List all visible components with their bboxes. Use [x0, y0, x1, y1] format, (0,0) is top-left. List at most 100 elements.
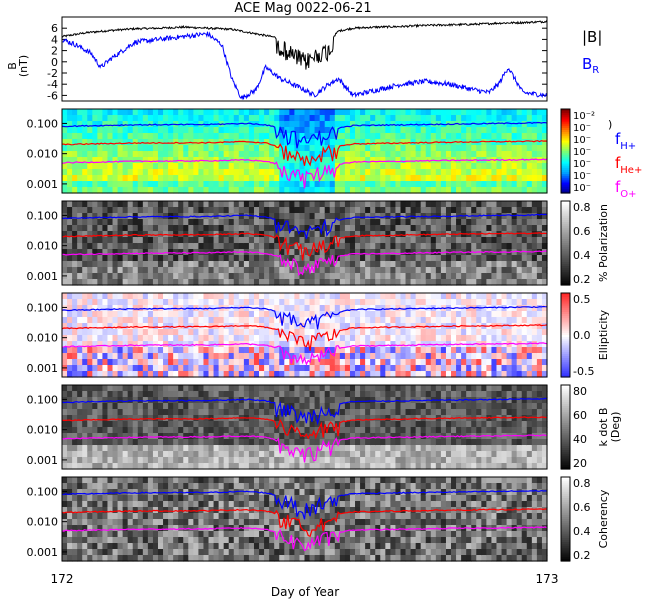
spectrogram-cell [466, 293, 472, 300]
spectrogram-cell [97, 121, 104, 128]
spectrogram-cell [67, 181, 73, 188]
spectrogram-cell [269, 353, 275, 360]
spectrogram-cell [238, 439, 245, 446]
spectrogram-cell [501, 323, 508, 330]
spectrogram-cell [314, 225, 321, 232]
spectrogram-cell [168, 201, 174, 208]
spectrogram-cell [476, 347, 482, 354]
spectrogram-cell [173, 365, 179, 372]
spectrogram-cell [102, 385, 109, 392]
spectrogram-cell [142, 163, 149, 170]
spectrogram-cell [238, 347, 245, 354]
spectrogram-cell [329, 371, 336, 378]
spectrogram-cell [360, 359, 366, 366]
spectrogram-cell [425, 261, 432, 268]
spectrogram-cell [178, 207, 184, 214]
spectrogram-cell [77, 255, 83, 262]
spectrogram-cell [243, 201, 250, 208]
spectrogram-cell [319, 243, 326, 250]
spectrogram-cell [425, 201, 432, 208]
spectrogram-cell [344, 279, 351, 286]
spectrogram-cell [188, 335, 194, 342]
spectrogram-cell [259, 175, 265, 182]
spectrogram-cell [243, 391, 250, 398]
spectrogram-cell [425, 317, 432, 324]
spectrogram-cell [284, 127, 290, 134]
colorbar-step [561, 266, 570, 269]
spectrogram-cell [334, 231, 341, 238]
spectrogram-cell [461, 299, 467, 306]
spectrogram-cell [92, 127, 98, 134]
colorbar-tick-label: 10⁻ [573, 135, 591, 146]
spectrogram-cell [360, 181, 366, 188]
spectrogram-cell [274, 359, 280, 366]
spectrogram-cell [314, 409, 321, 416]
spectrogram-cell [274, 311, 280, 318]
spectrogram-cell [122, 133, 129, 140]
spectrogram-cell [163, 353, 169, 360]
spectrogram-cell [531, 243, 538, 250]
spectrogram-cell [77, 169, 83, 176]
spectrogram-cell [142, 261, 149, 268]
spectrogram-cell [173, 109, 179, 116]
spectrogram-cell [264, 421, 270, 428]
spectrogram-cell [173, 219, 179, 226]
spectrogram-cell [72, 391, 78, 398]
spectrogram-cell [319, 329, 326, 336]
spectrogram-cell [87, 299, 93, 306]
spectrogram-cell [82, 139, 88, 146]
spectrogram-cell [466, 365, 472, 372]
spectrogram-cell [112, 415, 119, 422]
spectrogram-cell [107, 347, 114, 354]
spectrogram-cell [102, 433, 109, 440]
spectrogram-cell [157, 169, 164, 176]
spectrogram-cell [466, 175, 472, 182]
spectrogram-cell [102, 445, 109, 452]
spectrogram-cell [319, 279, 326, 286]
spectrogram-cell [82, 391, 88, 398]
spectrogram-cell [445, 109, 452, 116]
spectrogram-cell [102, 157, 109, 164]
spectrogram-cell [486, 181, 493, 188]
spectrogram-cell [147, 109, 154, 116]
spectrogram-cell [319, 219, 326, 226]
spectrogram-cell [132, 249, 139, 256]
colorbar-step [561, 353, 570, 357]
spectrogram-cell [72, 433, 78, 440]
spectrogram-cell [304, 311, 311, 318]
spectrogram-cell [213, 255, 220, 262]
spectrogram-cell [289, 299, 295, 306]
spectrogram-cell [456, 371, 462, 378]
spectrogram-cell [173, 433, 179, 440]
spectrogram-cell [440, 261, 447, 268]
colorbar-step [561, 138, 570, 142]
spectrogram-cell [486, 267, 493, 274]
spectrogram-cell [188, 261, 194, 268]
spectrogram-cell [536, 371, 543, 378]
spectrogram-cell [380, 237, 386, 244]
spectrogram-cell [228, 243, 235, 250]
spectrogram-cell [289, 397, 295, 404]
spectrogram-cell [294, 231, 301, 238]
spectrogram-cell [466, 201, 472, 208]
spectrogram-cell [375, 237, 381, 244]
spectrogram-cell [208, 353, 215, 360]
spectrogram-cell [269, 243, 275, 250]
spectrogram-cell [289, 335, 295, 342]
spectrogram-cell [208, 273, 215, 280]
gyrofrequency-line-heplus [61, 232, 548, 261]
spectrogram-cell [152, 115, 159, 122]
spectrogram-cell [476, 279, 482, 286]
spectrogram-cell [67, 341, 73, 348]
spectrogram-cell [82, 323, 88, 330]
spectrogram-cell [193, 127, 199, 134]
colorbar-step [561, 203, 570, 206]
spectrogram-cell [506, 279, 513, 286]
spectrogram-cell [238, 457, 245, 464]
spectrogram-cell [72, 181, 78, 188]
spectrogram-cell [269, 347, 275, 354]
spectrogram-cell [213, 427, 220, 434]
spectrogram-cell [183, 175, 189, 182]
spectrogram-cell [425, 133, 432, 140]
spectrogram-cell [218, 299, 225, 306]
